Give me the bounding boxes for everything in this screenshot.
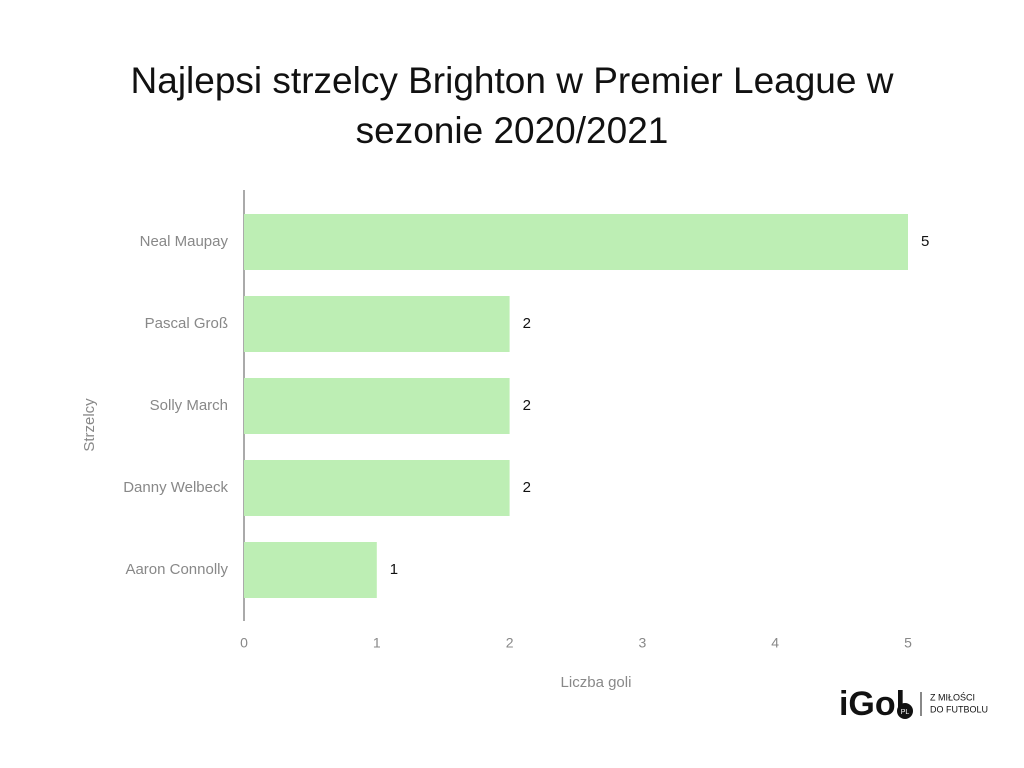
x-tick-label: 5 [904, 635, 912, 651]
data-label: 2 [523, 315, 531, 332]
x-tick-label: 2 [506, 635, 514, 651]
y-tick-label: Danny Welbeck [123, 479, 228, 496]
data-label: 2 [523, 397, 531, 414]
bar [244, 460, 510, 516]
data-label: 1 [390, 561, 398, 578]
logo-tagline: DO FUTBOLU [930, 704, 988, 714]
logo-badge: PL [901, 709, 910, 716]
y-tick-label: Pascal Groß [145, 315, 228, 332]
x-tick-label: 4 [771, 635, 779, 651]
bar [244, 378, 510, 434]
x-axis-title: Liczba goli [561, 674, 632, 691]
y-axis-title: Strzelcy [81, 398, 98, 452]
logo-tagline: Z MIŁOŚCI [930, 691, 975, 702]
data-label: 5 [921, 233, 929, 250]
logo-badge-bg [897, 703, 913, 719]
bar [244, 542, 377, 598]
bar [244, 296, 510, 352]
y-tick-label: Solly March [150, 397, 228, 414]
x-tick-label: 0 [240, 635, 248, 651]
bar [244, 214, 908, 270]
logo-name: iGol [839, 685, 905, 723]
chart-title: Najlepsi strzelcy Brighton w Premier Lea… [130, 60, 894, 151]
x-tick-label: 3 [639, 635, 647, 651]
data-label: 2 [523, 479, 531, 496]
y-tick-label: Aaron Connolly [125, 561, 228, 578]
x-tick-label: 1 [373, 635, 381, 651]
y-tick-label: Neal Maupay [140, 233, 229, 250]
